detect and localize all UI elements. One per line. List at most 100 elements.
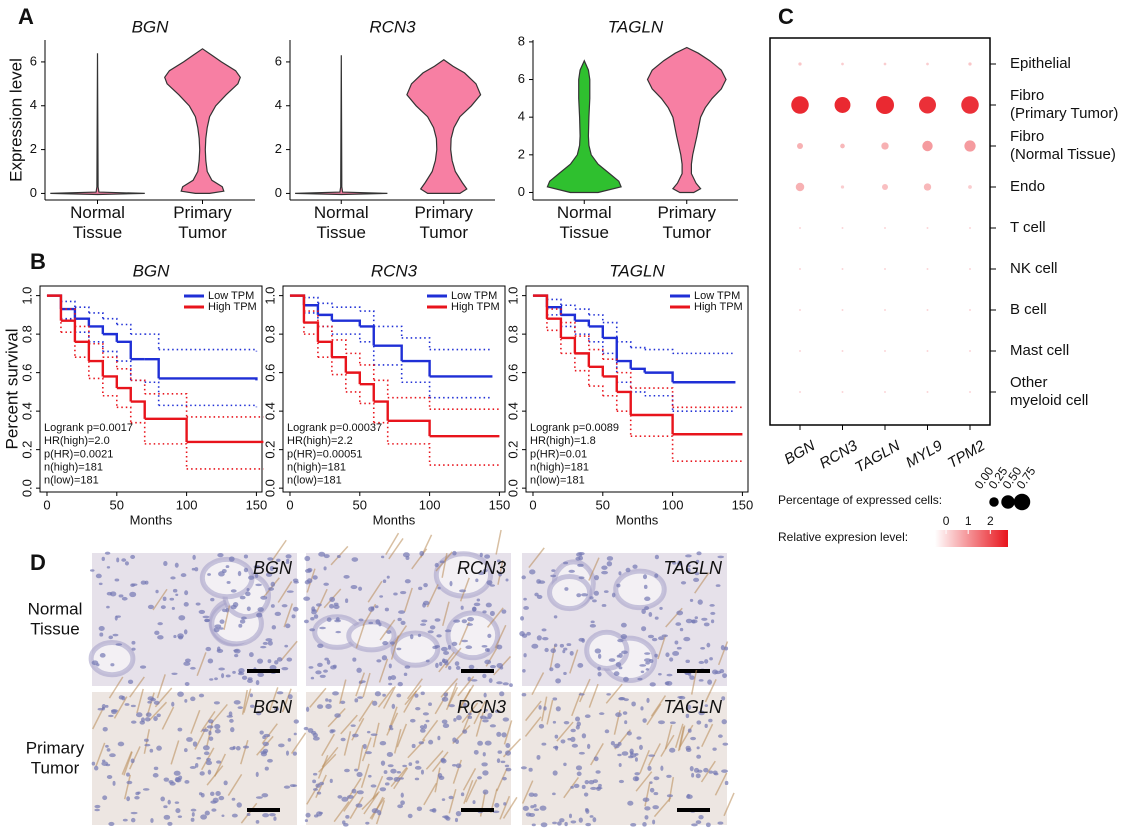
- ci-upper-line: [602, 358, 618, 373]
- nucleus: [124, 561, 130, 566]
- nucleus: [453, 717, 457, 722]
- x-tick-label: 0: [529, 497, 536, 512]
- stain-fiber: [441, 553, 448, 578]
- nucleus: [679, 627, 684, 632]
- nucleus: [217, 553, 224, 558]
- ci-lower-line: [588, 385, 604, 396]
- survival-line: [373, 400, 389, 421]
- nucleus: [162, 596, 167, 601]
- nucleus: [496, 731, 502, 737]
- nucleus: [190, 666, 196, 670]
- nucleus: [126, 780, 133, 785]
- nucleus: [665, 652, 670, 658]
- violin: [295, 55, 388, 196]
- ci-upper-line: [331, 339, 347, 354]
- stain-fiber: [388, 537, 404, 560]
- stain-fiber: [136, 688, 144, 714]
- nucleus: [687, 564, 691, 568]
- nucleus: [115, 615, 121, 618]
- ci-upper-line: [102, 356, 118, 369]
- x-tick-label: 50: [353, 497, 367, 512]
- nucleus: [636, 736, 642, 740]
- nucleus: [522, 805, 529, 811]
- survival-line: [546, 317, 563, 338]
- nucleus: [409, 634, 414, 640]
- nucleus: [584, 714, 591, 719]
- y-tick-label: 0.4: [505, 402, 520, 420]
- nucleus: [105, 704, 109, 708]
- stain-fiber: [280, 640, 298, 661]
- ihc-image: [520, 669, 735, 828]
- nucleus: [557, 821, 562, 826]
- ci-lower-line: [130, 421, 146, 444]
- stain-fiber: [425, 750, 444, 770]
- nucleus: [402, 764, 407, 768]
- nucleus: [576, 771, 582, 777]
- nucleus: [553, 615, 558, 619]
- nucleus: [651, 637, 658, 642]
- stain-fiber: [648, 743, 661, 766]
- nucleus: [207, 769, 212, 775]
- y-tick-label: 0.8: [505, 325, 520, 343]
- nucleus: [417, 633, 422, 638]
- stain-fiber: [128, 746, 141, 770]
- nucleus: [554, 734, 559, 739]
- ci-lower-line: [116, 360, 132, 381]
- dot: [926, 391, 929, 393]
- nucleus: [241, 675, 248, 680]
- nucleus: [686, 704, 692, 710]
- nucleus: [357, 696, 363, 699]
- nucleus: [205, 646, 212, 652]
- ci-lower-line: [359, 341, 375, 365]
- y-tick-label: 0.4: [19, 402, 34, 420]
- stain-fiber: [465, 779, 478, 803]
- nucleus: [255, 680, 260, 686]
- nucleus: [654, 554, 659, 560]
- stain-fiber: [486, 607, 504, 628]
- nucleus: [319, 626, 326, 630]
- nucleus: [701, 617, 708, 621]
- nucleus: [523, 597, 527, 601]
- x-tick-label: 100: [419, 497, 441, 512]
- stain-fiber: [660, 734, 675, 757]
- nucleus: [180, 573, 187, 578]
- nucleus: [285, 561, 290, 564]
- nucleus: [592, 817, 597, 823]
- nucleus: [249, 693, 253, 698]
- crypt: [584, 629, 630, 671]
- chart-title: BGN: [133, 261, 171, 280]
- nucleus: [642, 822, 647, 827]
- nucleus: [396, 693, 402, 698]
- nucleus: [533, 793, 538, 797]
- y-tick-label: 8: [518, 33, 525, 48]
- nucleus: [695, 559, 700, 564]
- nucleus: [312, 736, 320, 741]
- stain-fiber: [390, 766, 408, 788]
- nucleus: [221, 608, 228, 613]
- dot: [791, 96, 809, 114]
- ci-upper-line: [130, 379, 146, 394]
- nucleus: [695, 773, 701, 779]
- nucleus: [170, 576, 176, 580]
- nucleus: [250, 704, 255, 708]
- stain-fiber: [495, 529, 502, 555]
- nucleus: [396, 771, 402, 774]
- nucleus: [634, 772, 640, 776]
- dot: [799, 391, 801, 393]
- stain-fiber: [382, 686, 396, 709]
- nucleus: [142, 788, 150, 791]
- nucleus: [443, 692, 449, 697]
- ci-upper-line: [345, 352, 361, 365]
- nucleus: [223, 780, 228, 786]
- nucleus: [449, 580, 453, 587]
- nucleus: [210, 800, 217, 804]
- y-tick-label: 0: [30, 185, 37, 200]
- nucleus: [552, 745, 559, 749]
- legend-label: High TPM: [694, 301, 743, 313]
- nucleus: [584, 780, 590, 785]
- nucleus: [708, 770, 714, 774]
- nucleus: [647, 634, 655, 639]
- nucleus: [658, 636, 665, 641]
- nucleus: [594, 648, 602, 654]
- stain-fiber: [664, 724, 673, 750]
